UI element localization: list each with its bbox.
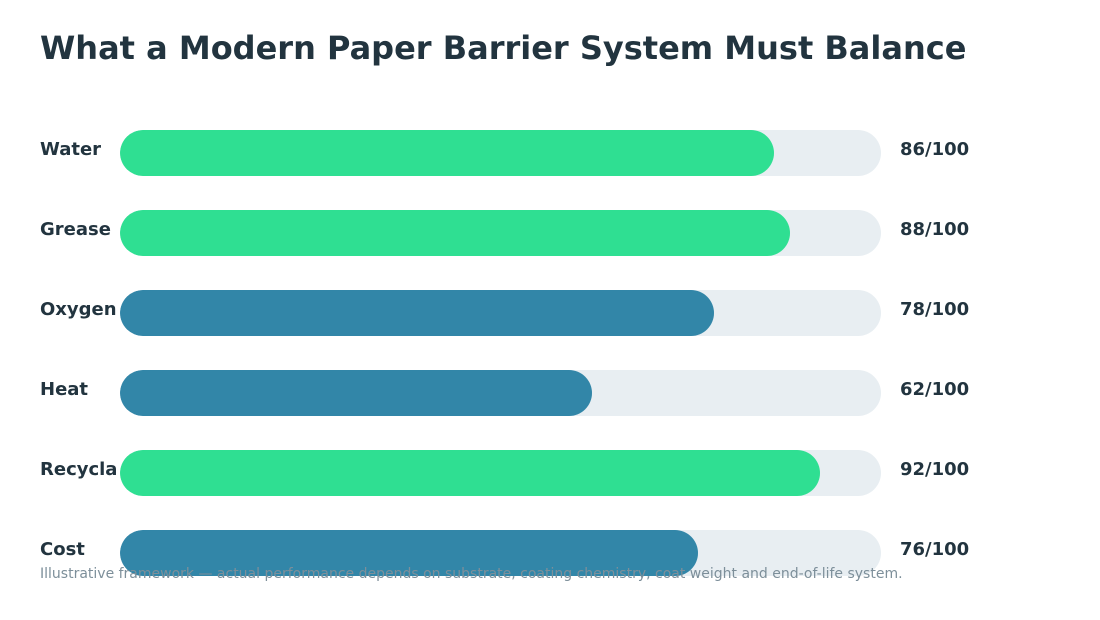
chart-title: What a Modern Paper Barrier System Must … (40, 29, 967, 67)
value-label: 62/100 (900, 379, 970, 400)
bar-row: Heat 62/100 (0, 370, 1100, 416)
bar-fill (120, 370, 592, 416)
category-label: Recycla (40, 459, 118, 480)
value-label: 92/100 (900, 459, 970, 480)
bar-fill (120, 290, 714, 336)
category-label: Water (40, 139, 102, 160)
bar-row: Water 86/100 (0, 130, 1100, 176)
bar-fill (120, 450, 821, 496)
bar-track (120, 290, 881, 336)
bar-track (120, 450, 881, 496)
bar-fill (120, 130, 775, 176)
bar-row: Oxygen 78/100 (0, 290, 1100, 336)
value-label: 76/100 (900, 539, 970, 560)
category-label: Cost (40, 539, 85, 560)
value-label: 86/100 (900, 139, 970, 160)
bar-track (120, 370, 881, 416)
bar-fill (120, 530, 699, 576)
category-label: Grease (40, 219, 111, 240)
bar-fill (120, 210, 790, 256)
bar-track (120, 130, 881, 176)
value-label: 78/100 (900, 299, 970, 320)
value-label: 88/100 (900, 219, 970, 240)
bar-track (120, 210, 881, 256)
category-label: Heat (40, 379, 89, 400)
bar-row: Grease 88/100 (0, 210, 1100, 256)
bar-row: Recycla 92/100 (0, 450, 1100, 496)
bar-track (120, 530, 881, 576)
footnote: Illustrative framework — actual performa… (40, 566, 903, 582)
category-label: Oxygen (40, 299, 117, 320)
bar-row: Cost 76/100 (0, 530, 1100, 576)
